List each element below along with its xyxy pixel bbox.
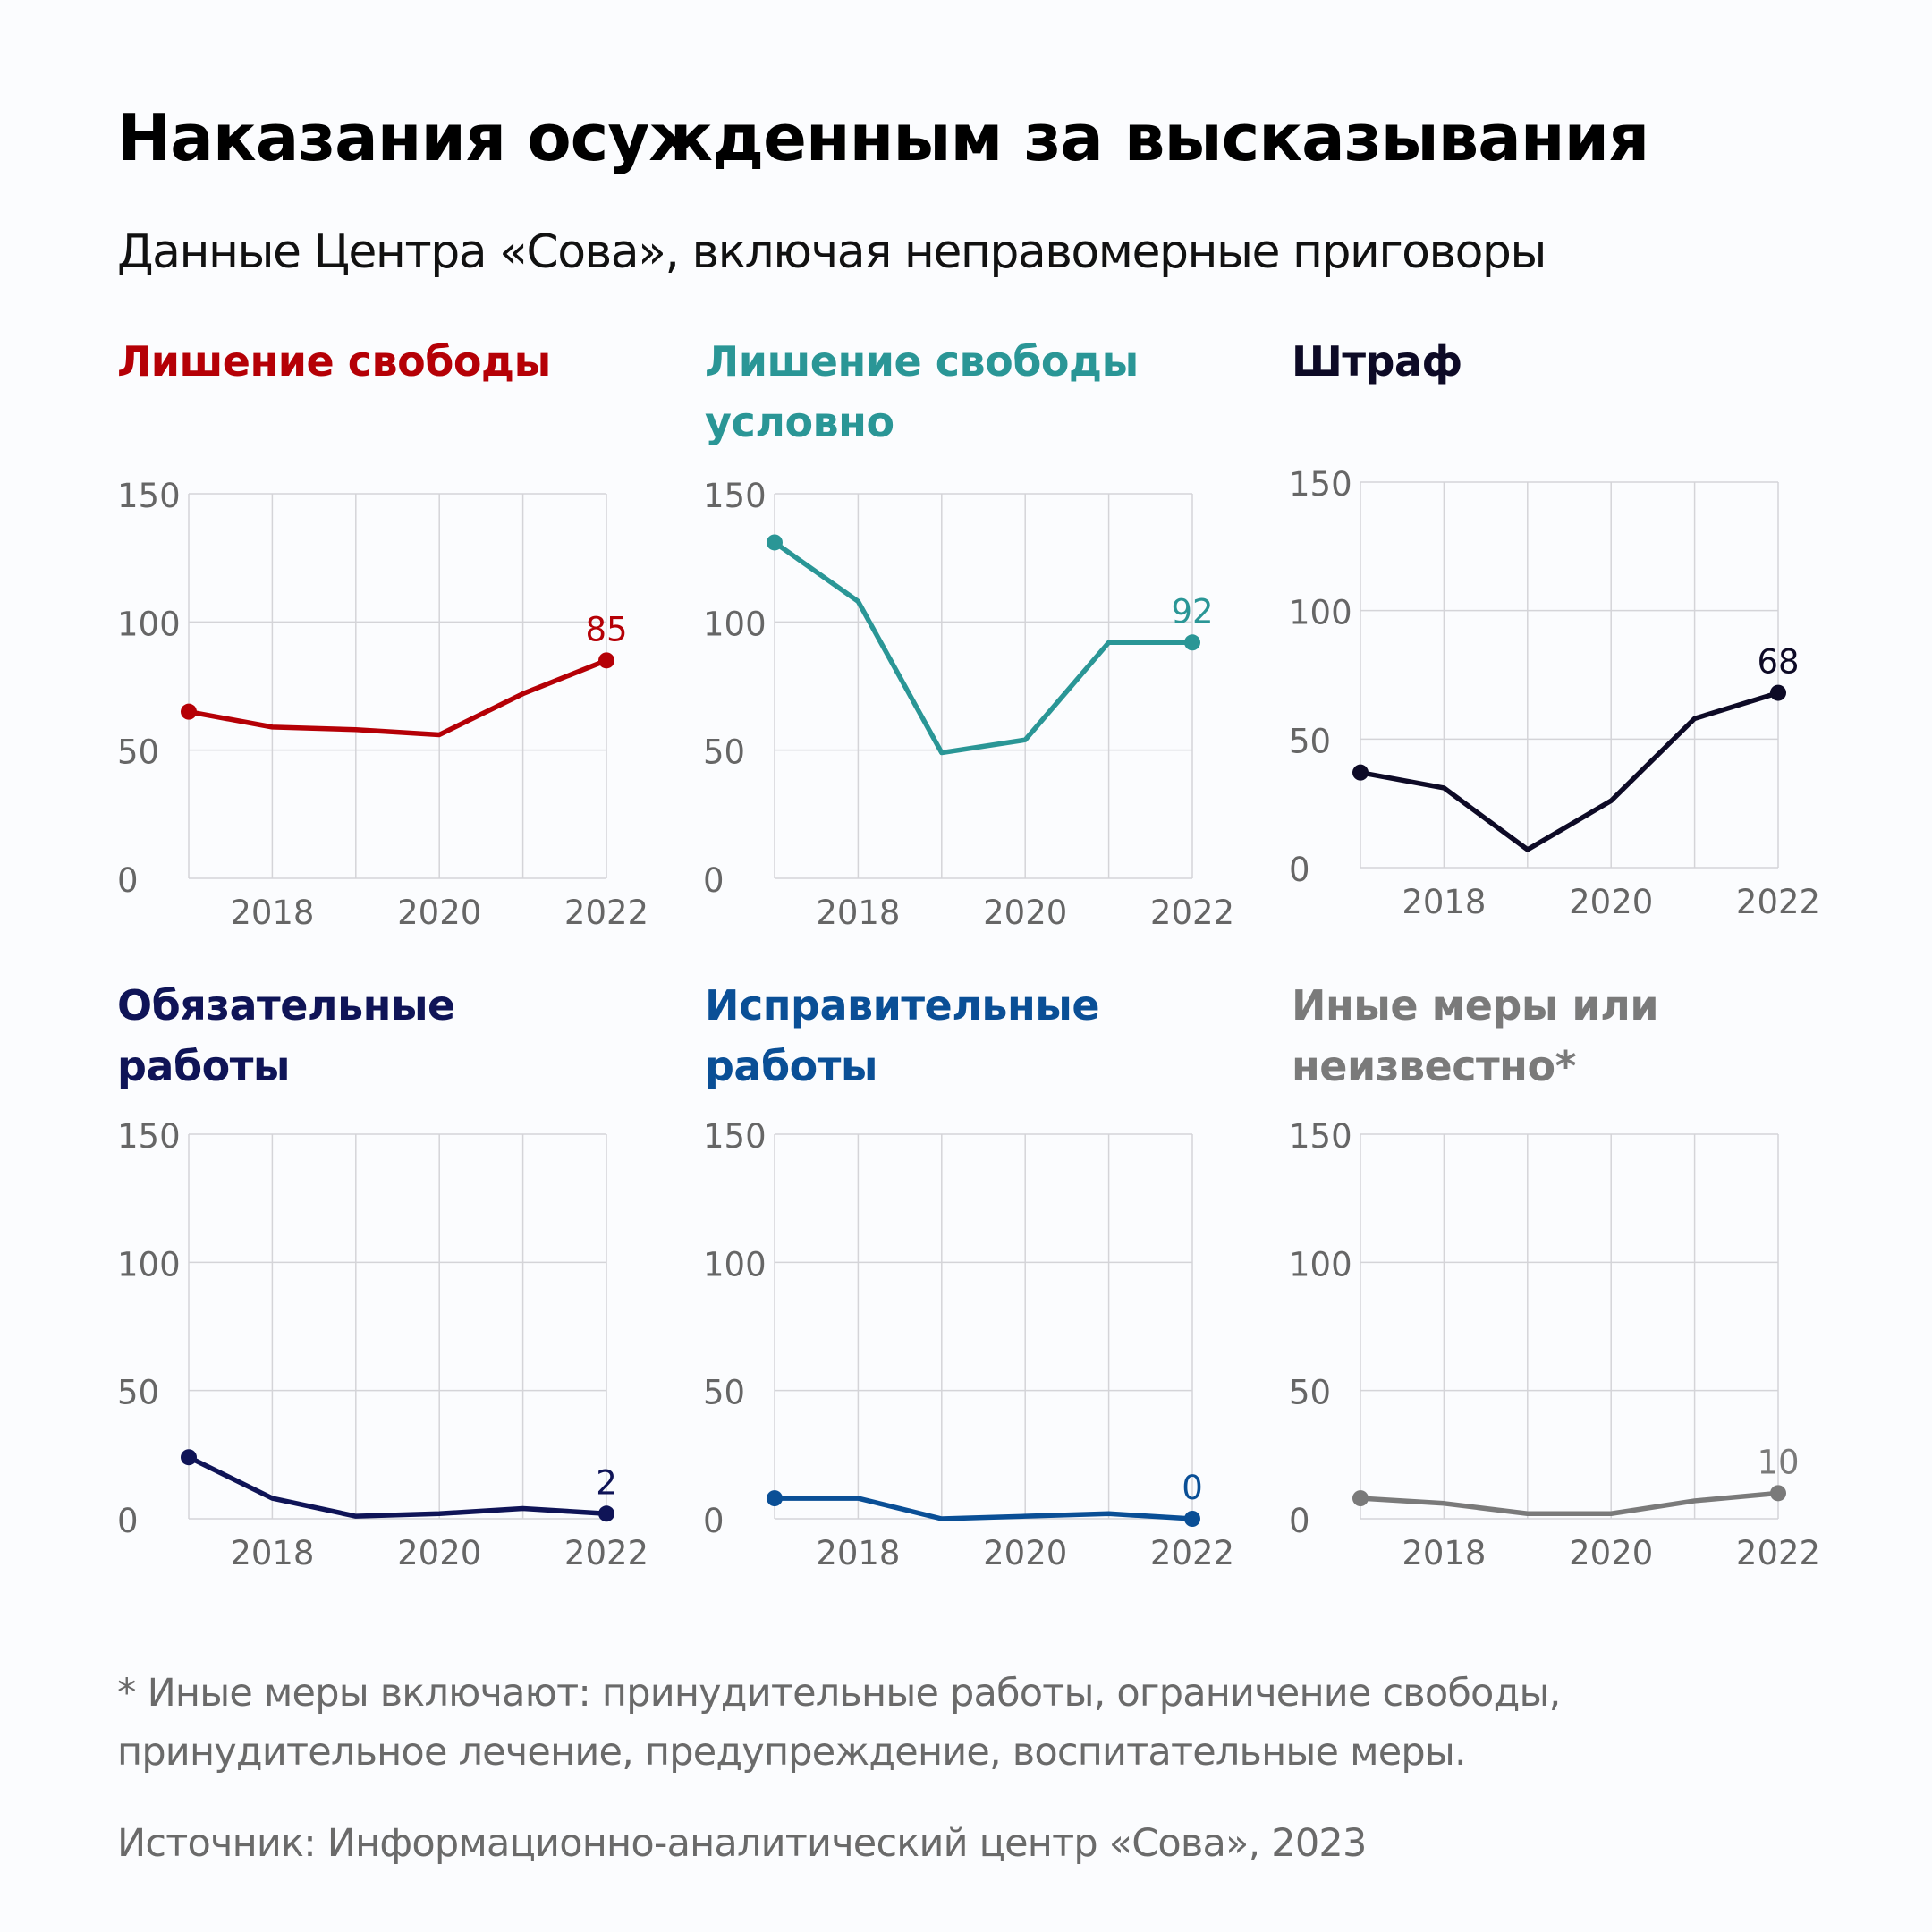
panel-title-line: неизвестно* xyxy=(1292,1042,1577,1090)
series-line xyxy=(186,1454,609,1519)
panel-title: Исправительные работы xyxy=(705,975,1100,1097)
series-line xyxy=(186,657,609,738)
data-point-start xyxy=(1352,764,1368,781)
x-tick-label: 2018 xyxy=(816,894,900,932)
data-point-end xyxy=(598,1505,614,1522)
source-note: Источник: Информационно-аналитический це… xyxy=(117,1821,1367,1866)
y-tick-label: 0 xyxy=(117,1502,139,1540)
data-point-start xyxy=(767,534,783,551)
y-tick-label: 150 xyxy=(703,477,767,515)
x-tick-label: 2020 xyxy=(397,894,481,932)
panel-title-line: Лишение свободы xyxy=(117,337,551,386)
data-point-end xyxy=(598,652,614,669)
y-tick-label: 0 xyxy=(1289,1502,1310,1540)
panel-title-line: Лишение свободы xyxy=(705,337,1139,386)
data-point-start xyxy=(767,1490,783,1507)
y-tick-label: 50 xyxy=(703,733,745,772)
y-tick-label: 150 xyxy=(117,477,181,515)
series-line xyxy=(772,539,1195,756)
y-tick-label: 100 xyxy=(703,1245,767,1284)
y-tick-label: 50 xyxy=(1289,722,1331,760)
data-point-end xyxy=(1770,1485,1786,1502)
y-tick-label: 150 xyxy=(1289,465,1352,504)
x-tick-label: 2022 xyxy=(564,1534,648,1572)
y-tick-label: 50 xyxy=(117,1374,159,1412)
y-tick-label: 100 xyxy=(117,1245,181,1284)
y-tick-label: 100 xyxy=(703,605,767,643)
x-tick-label: 2018 xyxy=(1402,883,1486,921)
footnote-line-1: * Иные меры включают: принудительные раб… xyxy=(117,1671,1561,1716)
panel-title: Лишение свободы xyxy=(117,331,551,392)
page-subtitle: Данные Центра «Сова», включая неправомер… xyxy=(117,225,1547,279)
x-tick-label: 2022 xyxy=(1736,883,1820,921)
x-tick-label: 2020 xyxy=(983,1534,1067,1572)
panel-title: Штраф xyxy=(1292,331,1462,392)
panel-title-line: условно xyxy=(705,398,894,446)
panel-title-line: Иные меры или xyxy=(1292,981,1659,1030)
footnote: * Иные меры включают: принудительные раб… xyxy=(117,1664,1861,1782)
data-label: 92 xyxy=(1171,592,1213,631)
x-tick-label: 2018 xyxy=(1402,1534,1486,1572)
y-tick-label: 50 xyxy=(703,1374,745,1412)
chart-panel: 0 50 100 150 2018 2020 2022 2 xyxy=(117,1117,648,1572)
data-point-end xyxy=(1770,684,1786,701)
y-tick-label: 0 xyxy=(117,861,139,900)
data-label: 0 xyxy=(1182,1469,1203,1507)
y-tick-label: 100 xyxy=(1289,594,1352,632)
y-tick-label: 0 xyxy=(703,861,724,900)
panel-title: Иные меры или неизвестно* xyxy=(1292,975,1659,1097)
data-label: 10 xyxy=(1757,1443,1799,1481)
x-tick-label: 2020 xyxy=(1569,1534,1653,1572)
y-tick-label: 0 xyxy=(1289,851,1310,889)
x-tick-label: 2020 xyxy=(397,1534,481,1572)
chart-panel: 0 50 100 150 2018 2020 2022 85 xyxy=(117,477,648,932)
panel-title-line: Обязательные xyxy=(117,981,455,1030)
chart-panel: 0 50 100 150 2018 2020 2022 10 xyxy=(1289,1117,1820,1572)
data-point-start xyxy=(181,703,197,720)
panel-title: Обязательные работы xyxy=(117,975,455,1097)
panel-title-line: работы xyxy=(117,1042,290,1090)
chart-panel: 0 50 100 150 2018 2020 2022 0 xyxy=(703,1117,1234,1572)
page-title: Наказания осужденным за высказывания xyxy=(117,100,1649,175)
data-point-end xyxy=(1184,1511,1200,1527)
x-tick-label: 2022 xyxy=(1150,1534,1234,1572)
data-point-start xyxy=(1352,1490,1368,1507)
x-tick-label: 2020 xyxy=(983,894,1067,932)
series-line xyxy=(1358,690,1781,852)
y-tick-label: 50 xyxy=(117,733,159,772)
x-tick-label: 2022 xyxy=(1150,894,1234,932)
x-tick-label: 2018 xyxy=(230,894,314,932)
y-tick-label: 150 xyxy=(1289,1117,1352,1156)
data-label: 68 xyxy=(1757,643,1799,682)
chart-panel: 0 50 100 150 2018 2020 2022 68 xyxy=(1289,465,1820,921)
y-tick-label: 150 xyxy=(117,1117,181,1156)
data-label: 85 xyxy=(585,610,627,648)
y-tick-label: 0 xyxy=(703,1502,724,1540)
x-tick-label: 2018 xyxy=(230,1534,314,1572)
panel-title-line: Штраф xyxy=(1292,337,1462,386)
panel-title-line: работы xyxy=(705,1042,877,1090)
x-tick-label: 2020 xyxy=(1569,883,1653,921)
x-tick-label: 2022 xyxy=(1736,1534,1820,1572)
y-tick-label: 150 xyxy=(703,1117,767,1156)
x-tick-label: 2022 xyxy=(564,894,648,932)
x-tick-label: 2018 xyxy=(816,1534,900,1572)
y-tick-label: 100 xyxy=(1289,1245,1352,1284)
data-label: 2 xyxy=(596,1463,617,1502)
data-point-end xyxy=(1184,634,1200,651)
panel-title-line: Исправительные xyxy=(705,981,1100,1030)
series-line xyxy=(1358,1490,1781,1517)
footnote-line-2: принудительное лечение, предупреждение, … xyxy=(117,1730,1467,1775)
data-point-start xyxy=(181,1449,197,1466)
y-tick-label: 100 xyxy=(117,605,181,643)
y-tick-label: 50 xyxy=(1289,1374,1331,1412)
series-line xyxy=(772,1496,1195,1521)
panel-title: Лишение свободы условно xyxy=(705,331,1139,453)
chart-panel: 0 50 100 150 2018 2020 2022 92 xyxy=(703,477,1234,932)
